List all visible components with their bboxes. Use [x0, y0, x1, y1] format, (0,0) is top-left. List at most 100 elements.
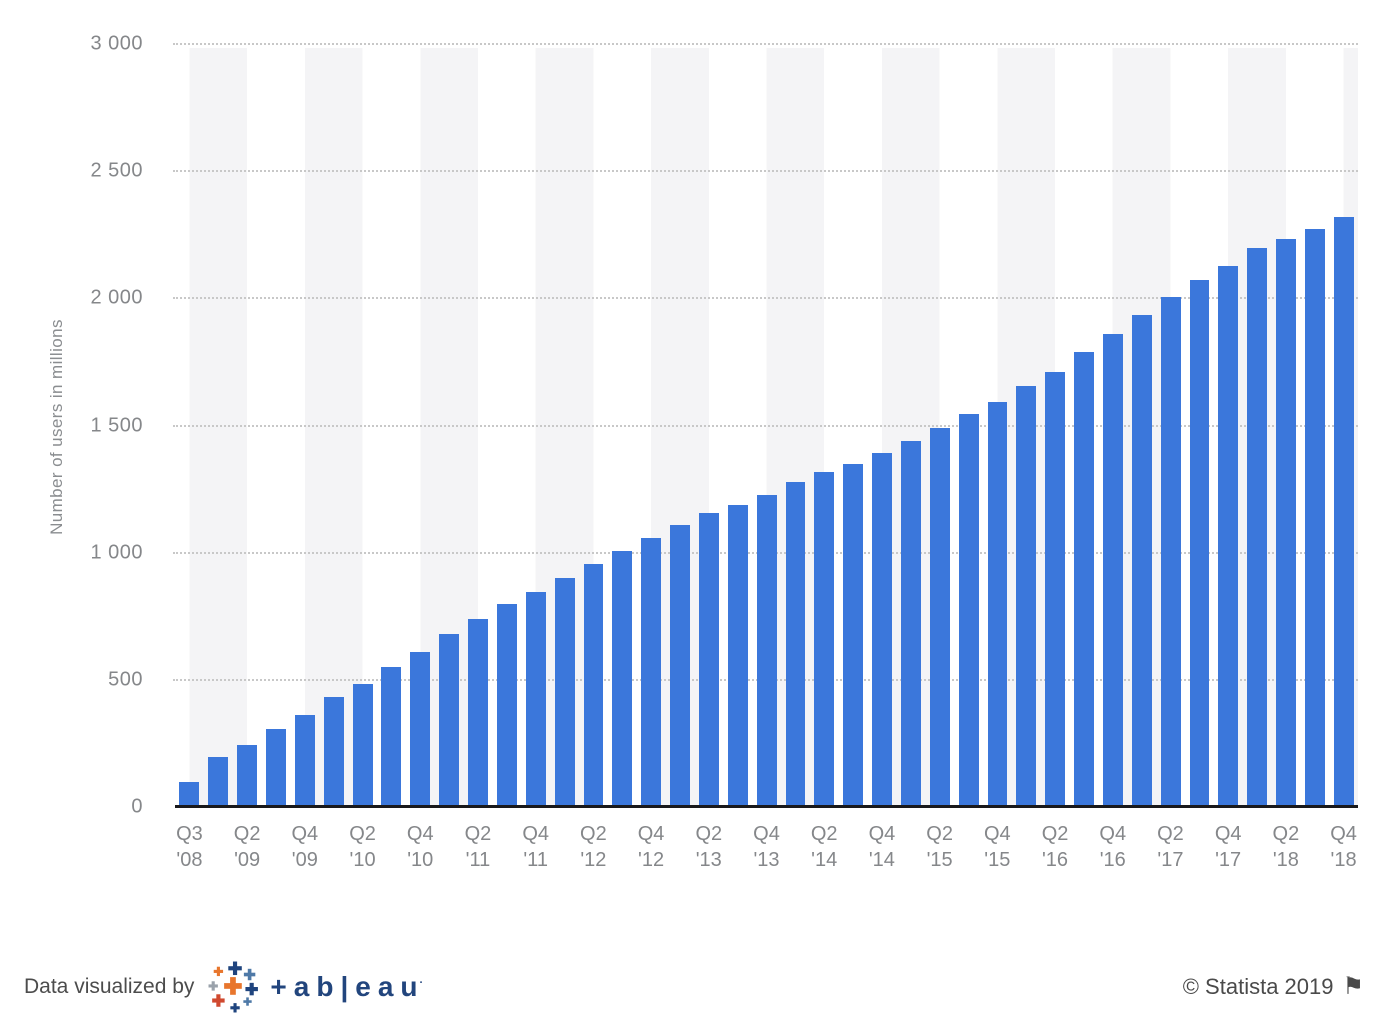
bar-Q418[interactable]	[1333, 216, 1354, 807]
bar-Q409[interactable]	[294, 715, 315, 807]
y-tick-label: 2 500	[90, 159, 143, 182]
x-tick-label: Q2'17	[1157, 823, 1184, 871]
bar-Q416[interactable]	[1102, 333, 1123, 807]
bar-slot	[348, 44, 377, 807]
gridline	[173, 170, 1358, 173]
bar-Q211[interactable]	[468, 619, 488, 807]
gridline	[173, 43, 1358, 45]
y-tick-label: 3 000	[90, 32, 143, 55]
x-tick-label: Q2'11	[464, 823, 492, 871]
x-axis-labels: Q3'08 Q2'09 Q4'09 Q2'10 Q4'10 Q2'11 Q4'11 Q2'12…	[175, 821, 1358, 885]
bar-slot	[1329, 44, 1358, 807]
x-tick-label: Q4'14	[868, 823, 896, 871]
bar-Q318[interactable]	[1304, 229, 1325, 807]
bar-Q313[interactable]	[727, 504, 748, 807]
bar-slot	[521, 44, 550, 807]
bar-Q311[interactable]	[496, 603, 517, 807]
bar-Q310[interactable]	[381, 667, 402, 807]
bar-slot	[579, 44, 608, 807]
x-tick-label: Q4'13	[753, 823, 780, 871]
x-tick-label: Q4'18	[1330, 823, 1357, 871]
bar-slot	[1185, 44, 1214, 807]
x-tick-label: Q2'14	[810, 823, 838, 871]
bar-slot	[377, 44, 406, 807]
bar-slot	[290, 44, 319, 807]
bar-Q215[interactable]	[929, 428, 950, 807]
bar-slot	[752, 44, 781, 807]
bar-Q111[interactable]	[439, 634, 460, 807]
bar-slot	[1156, 44, 1185, 807]
bar-Q314[interactable]	[843, 463, 864, 807]
bar-slot	[1070, 44, 1099, 807]
y-tick-label: 1 500	[90, 414, 143, 436]
x-tick-label: Q4'17	[1214, 823, 1242, 871]
bar-Q114[interactable]	[785, 482, 806, 807]
bar-Q410[interactable]	[410, 652, 431, 807]
x-tick-label: Q2'12	[580, 823, 607, 871]
bar-slot	[608, 44, 637, 807]
bar-slot	[896, 44, 925, 807]
gridline	[173, 424, 1358, 427]
bar-slot	[1099, 44, 1128, 807]
bar-slot	[1243, 44, 1272, 807]
bar-slot	[637, 44, 666, 807]
bar-slot	[175, 44, 204, 807]
bar-Q115[interactable]	[900, 440, 921, 807]
tableau-logo-link[interactable]: +ab|eau·	[208, 961, 430, 1013]
flag-icon: ⚑	[1342, 973, 1364, 1000]
bar-Q217[interactable]	[1160, 296, 1181, 807]
bar-slot	[983, 44, 1012, 807]
bar-Q116[interactable]	[1016, 386, 1037, 807]
statista-credit[interactable]: © Statista 2019 ⚑	[1183, 974, 1364, 1000]
bar-Q417[interactable]	[1218, 265, 1239, 807]
bar-Q109[interactable]	[208, 756, 229, 807]
bar-Q316[interactable]	[1074, 352, 1095, 807]
bar-slot	[1012, 44, 1041, 807]
bar-Q413[interactable]	[756, 494, 777, 807]
x-tick-label: Q2'15	[926, 823, 953, 871]
bar-Q212[interactable]	[583, 564, 604, 807]
y-tick-label: 1 000	[90, 541, 143, 564]
x-tick-label: Q4'12	[637, 823, 665, 871]
x-tick-label: Q2'09	[233, 823, 261, 871]
bar-Q414[interactable]	[872, 452, 892, 807]
bar-slot	[492, 44, 521, 807]
bar-slot	[925, 44, 954, 807]
bar-Q412[interactable]	[641, 538, 662, 807]
attribution: Data visualized by	[24, 961, 430, 1013]
bar-Q209[interactable]	[237, 745, 258, 807]
attribution-text: Data visualized by	[24, 975, 195, 998]
bar-Q210[interactable]	[352, 684, 373, 807]
bar-Q312[interactable]	[612, 550, 633, 807]
copyright-text: © Statista 2019	[1182, 974, 1334, 999]
bar-slot	[723, 44, 752, 807]
bar-Q110[interactable]	[323, 697, 344, 807]
y-tick-label: 2 000	[90, 286, 143, 309]
bar-Q214[interactable]	[814, 472, 835, 807]
x-tick-label: Q4'16	[1099, 823, 1127, 871]
bar-slot	[262, 44, 291, 807]
bar-Q411[interactable]	[525, 592, 546, 807]
bar-Q216[interactable]	[1045, 371, 1066, 807]
bar-Q218[interactable]	[1276, 238, 1297, 807]
bar-Q112[interactable]	[554, 577, 575, 807]
x-tick-label: Q3'08	[176, 823, 203, 871]
bar-Q315[interactable]	[958, 414, 979, 807]
bar-Q309[interactable]	[266, 729, 286, 807]
bar-slot	[954, 44, 983, 807]
bar-slot	[406, 44, 435, 807]
bar-Q415[interactable]	[987, 402, 1008, 807]
bar-slot	[868, 44, 897, 807]
bar-Q117[interactable]	[1131, 314, 1152, 807]
bar-Q317[interactable]	[1189, 280, 1210, 807]
bar-Q213[interactable]	[698, 513, 719, 807]
bar-Q113[interactable]	[670, 524, 690, 807]
bar-slot	[204, 44, 233, 807]
bar-slot	[694, 44, 723, 807]
bar-Q118[interactable]	[1247, 248, 1268, 807]
bars	[175, 44, 1358, 807]
bar-slot	[233, 44, 262, 807]
bar-slot	[666, 44, 695, 807]
bar-Q308[interactable]	[179, 781, 200, 807]
